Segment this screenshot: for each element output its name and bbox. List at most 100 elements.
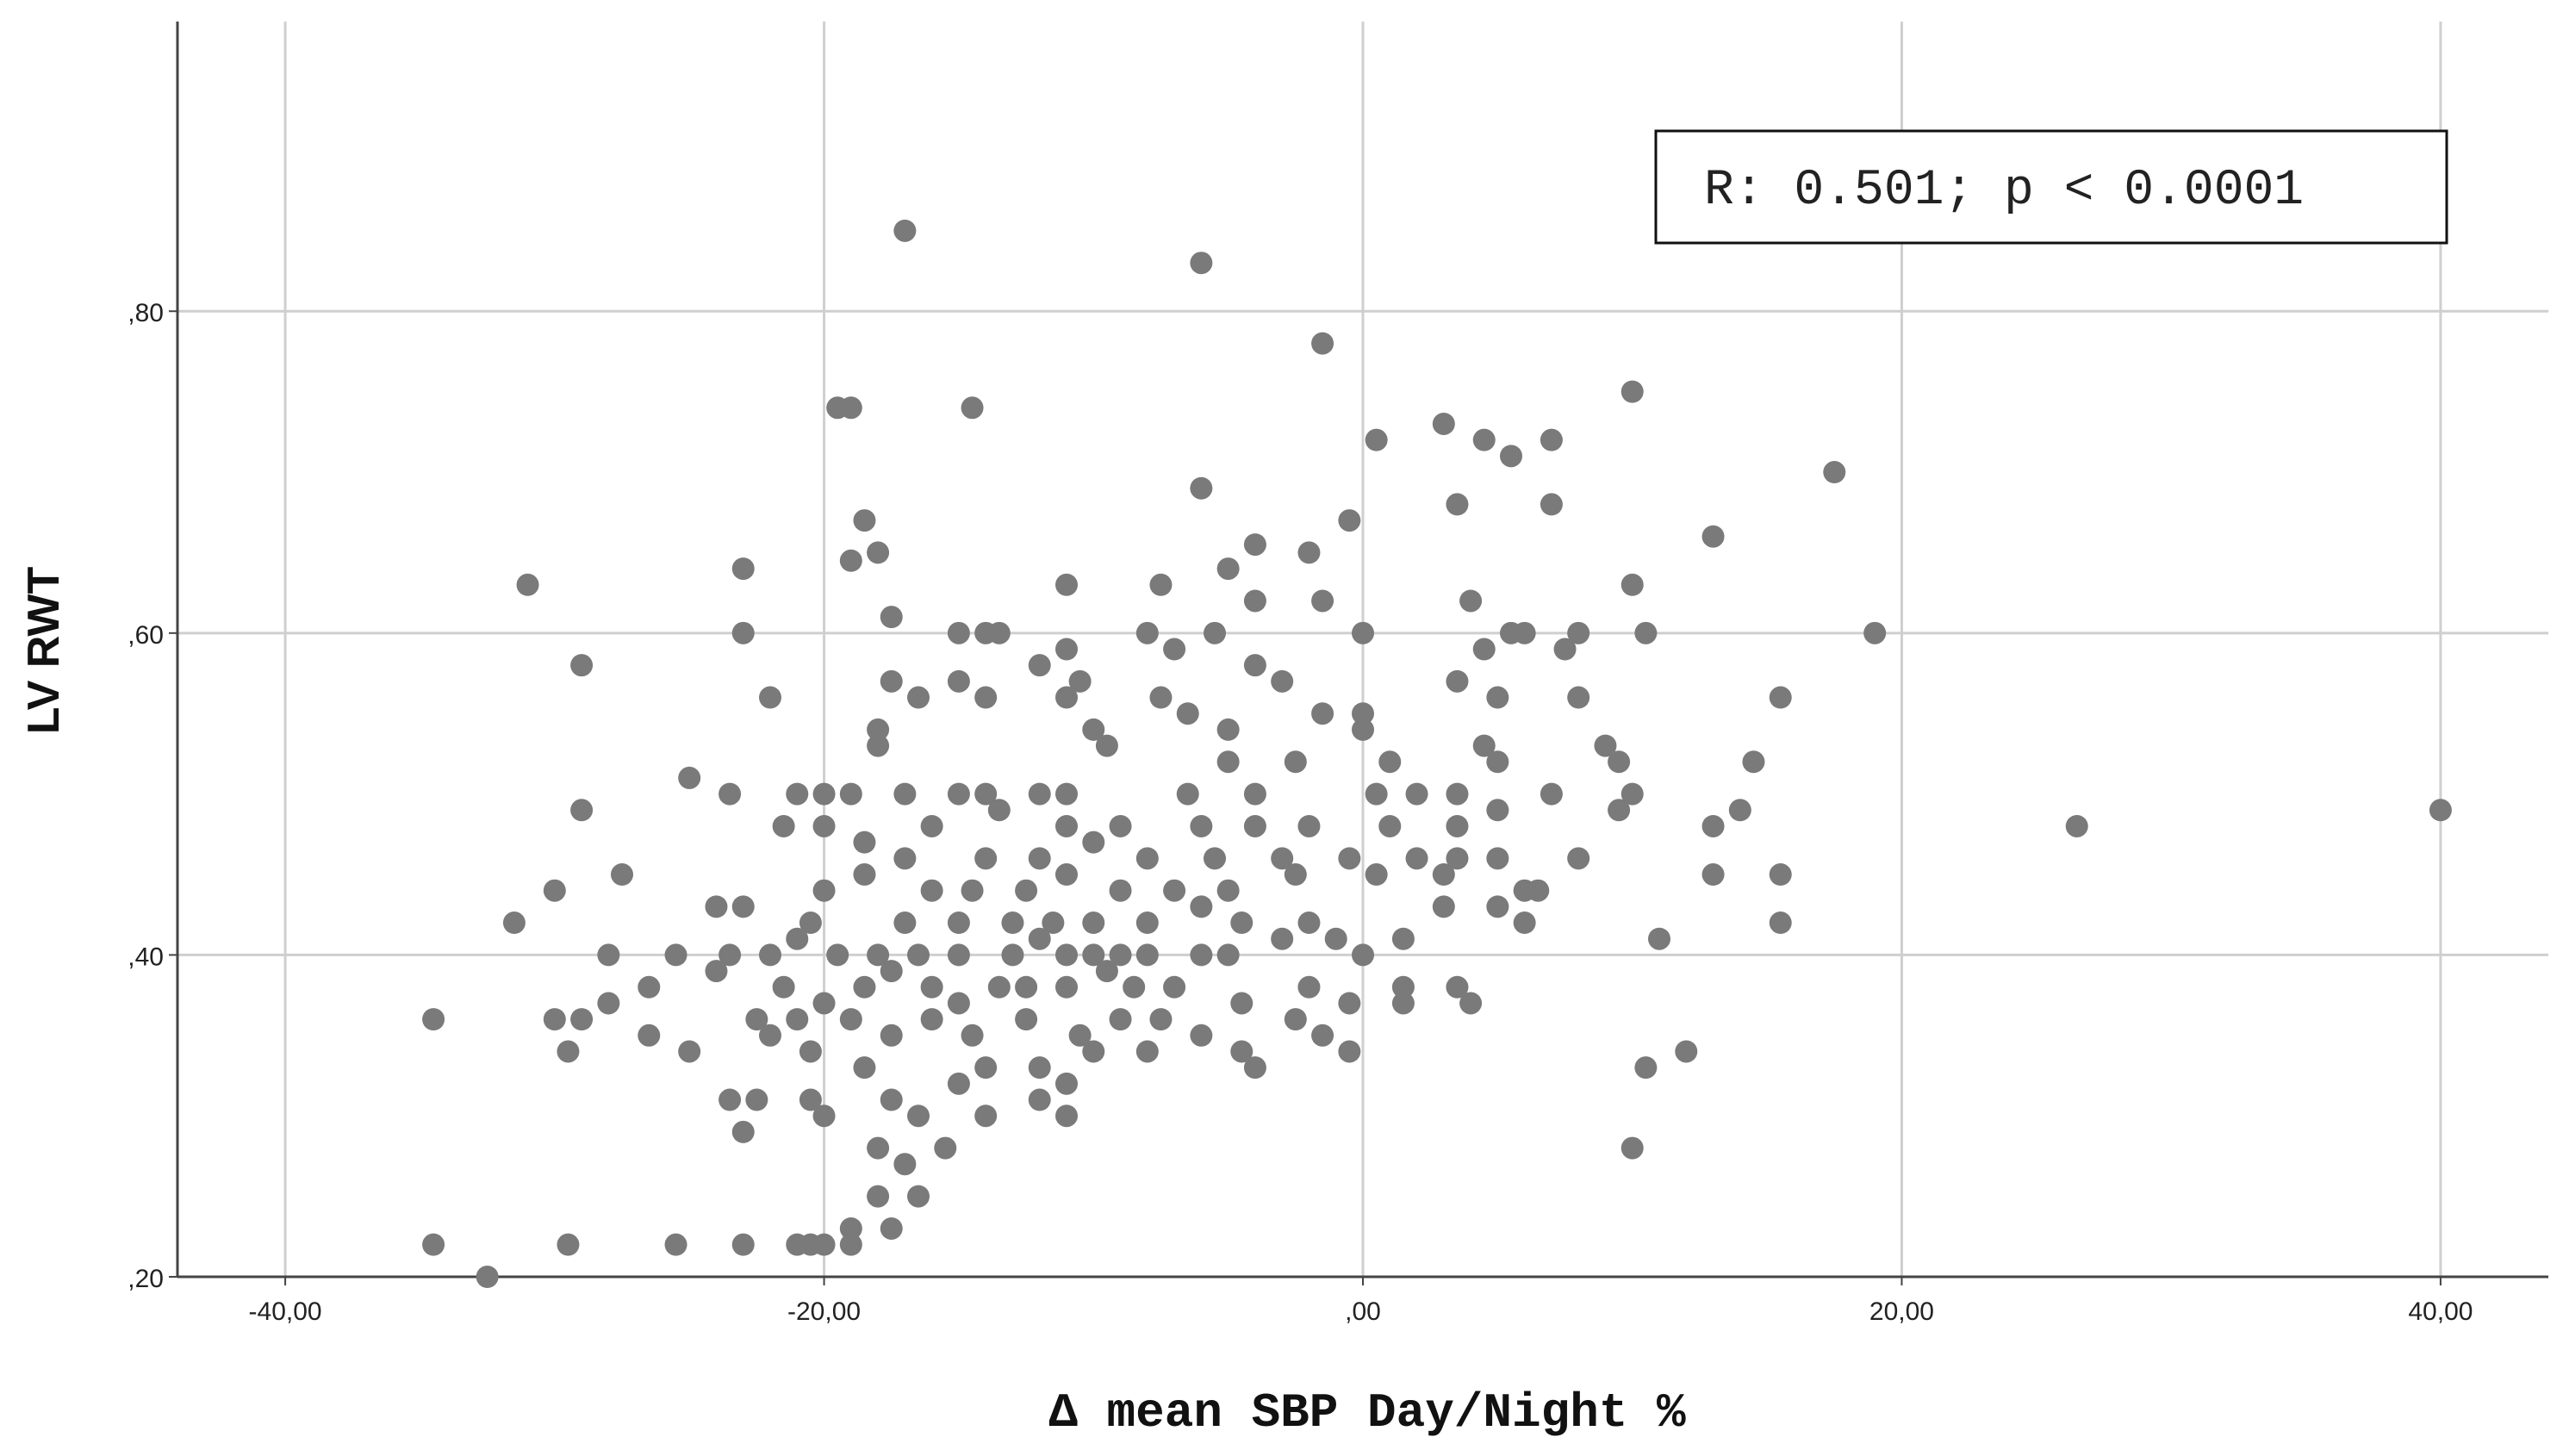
data-point: [880, 606, 903, 629]
data-point: [1055, 863, 1078, 887]
data-point: [839, 1008, 862, 1031]
data-point: [893, 782, 917, 806]
data-point: [597, 943, 620, 967]
data-point: [1082, 1040, 1105, 1063]
y-tick-label: ,60: [128, 621, 164, 650]
data-point: [638, 1024, 661, 1047]
data-point: [893, 847, 917, 870]
data-point: [1028, 782, 1051, 806]
data-point: [1176, 702, 1199, 725]
data-point: [1042, 912, 1065, 935]
data-point: [1028, 1056, 1051, 1080]
data-point: [786, 1008, 809, 1031]
data-point: [1135, 943, 1159, 967]
data-point: [934, 1136, 957, 1160]
data-point: [1271, 927, 1294, 950]
data-point: [947, 992, 970, 1015]
data-point: [1284, 1008, 1307, 1031]
data-point: [987, 975, 1011, 999]
data-point: [1243, 814, 1266, 837]
data-point: [1297, 814, 1321, 837]
data-point: [719, 782, 742, 806]
data-point: [1459, 992, 1483, 1015]
data-point: [719, 943, 742, 967]
data-point: [745, 1008, 768, 1031]
data-point: [839, 396, 862, 420]
data-point: [1149, 1008, 1173, 1031]
data-point: [1621, 782, 1644, 806]
data-point: [853, 831, 876, 854]
data-point: [947, 1072, 970, 1095]
data-point: [812, 1233, 836, 1256]
data-point: [570, 1008, 594, 1031]
data-point: [1769, 863, 1792, 887]
data-point: [516, 573, 539, 596]
data-point: [1028, 847, 1051, 870]
data-point: [1015, 1008, 1038, 1031]
data-point: [1216, 943, 1240, 967]
data-point: [1432, 412, 1455, 435]
data-point: [1284, 750, 1307, 774]
data-point: [907, 686, 930, 709]
data-point: [1742, 750, 1765, 774]
data-point: [502, 912, 526, 935]
data-point: [1149, 686, 1173, 709]
data-point: [543, 879, 566, 902]
data-point: [880, 960, 903, 983]
data-point: [678, 1040, 701, 1063]
data-point: [974, 1056, 998, 1080]
data-point: [1216, 879, 1240, 902]
data-point: [1338, 1040, 1361, 1063]
data-point: [853, 975, 876, 999]
data-point: [597, 992, 620, 1015]
data-point: [867, 718, 890, 741]
data-point: [839, 1233, 862, 1256]
data-point: [1701, 525, 1725, 548]
data-point: [947, 782, 970, 806]
data-point: [1243, 1056, 1266, 1080]
data-point: [1028, 1088, 1051, 1111]
data-point: [1163, 879, 1186, 902]
data-point: [731, 557, 755, 581]
data-point: [880, 669, 903, 693]
data-point: [987, 621, 1011, 644]
data-point: [1472, 734, 1496, 757]
data-point: [1500, 445, 1522, 468]
data-point: [1352, 943, 1374, 967]
data-point: [1608, 799, 1631, 822]
data-point: [1405, 847, 1428, 870]
data-point: [893, 912, 917, 935]
data-point: [1352, 702, 1374, 725]
data-point: [476, 1266, 499, 1288]
data-point: [1095, 960, 1118, 983]
data-point: [1648, 927, 1670, 950]
data-point: [1634, 621, 1658, 644]
data-point: [786, 782, 809, 806]
data-point: [1338, 847, 1361, 870]
data-point: [1230, 912, 1254, 935]
data-point: [543, 1008, 566, 1031]
data-point: [1594, 734, 1617, 757]
data-point: [880, 1216, 903, 1240]
data-point: [1190, 943, 1213, 967]
data-point: [987, 799, 1011, 822]
data-point: [731, 1120, 755, 1143]
data-point: [1055, 943, 1078, 967]
data-point: [880, 1024, 903, 1047]
x-tick-label: ,00: [1345, 1297, 1381, 1326]
data-point: [974, 1104, 998, 1128]
data-point: [1446, 975, 1469, 999]
data-point: [839, 782, 862, 806]
data-point: [1055, 573, 1078, 596]
data-point: [1527, 879, 1550, 902]
data-point: [1446, 814, 1469, 837]
data-point: [1675, 1040, 1698, 1063]
data-point: [2429, 799, 2452, 822]
data-point: [867, 943, 890, 967]
x-tick-label: 40,00: [2408, 1297, 2473, 1326]
data-point: [974, 782, 998, 806]
data-point: [880, 1088, 903, 1111]
data-point: [1135, 1040, 1159, 1063]
